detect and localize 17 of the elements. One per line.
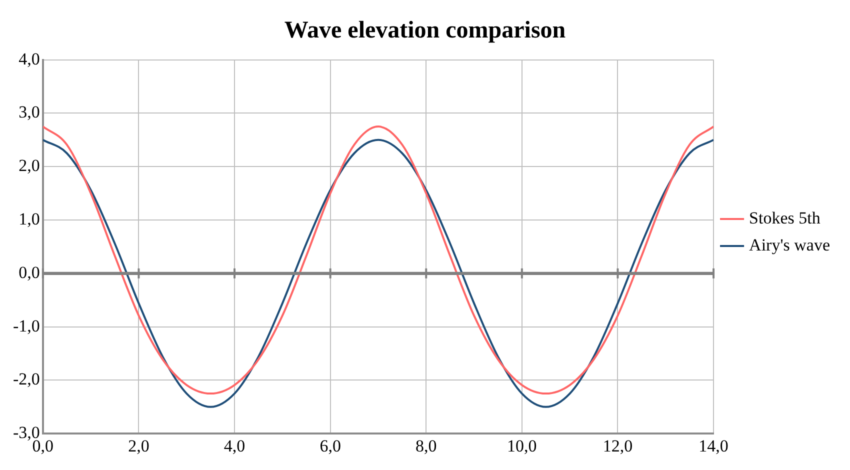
- legend-label: Airy's wave: [749, 235, 830, 254]
- chart-title: Wave elevation comparison: [284, 18, 566, 44]
- x-tick-label: 8,0: [416, 436, 437, 456]
- y-tick-label: 2,0: [18, 156, 40, 176]
- y-tick-label: -2,0: [12, 370, 40, 389]
- legend-label: Stokes 5th: [749, 208, 821, 228]
- x-tick-label: 14,0: [698, 436, 728, 456]
- x-tick-label: 12,0: [602, 436, 633, 456]
- y-tick-label: 3,0: [18, 102, 40, 122]
- x-tick-label: 2,0: [128, 436, 150, 456]
- x-tick-label: 4,0: [224, 436, 246, 456]
- y-tick-label: 1,0: [18, 209, 40, 228]
- y-tick-label: -1,0: [12, 316, 40, 336]
- y-tick-label: 0,0: [18, 262, 40, 282]
- y-tick-label: 4,0: [18, 49, 40, 68]
- x-tick-label: 6,0: [320, 436, 341, 456]
- x-tick-label: 10,0: [507, 436, 537, 456]
